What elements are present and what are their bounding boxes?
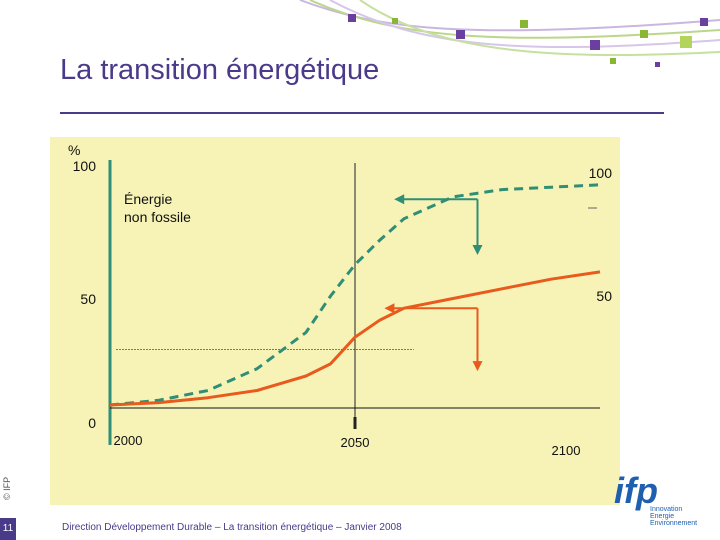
arrow-down-head <box>472 361 483 372</box>
chart-background <box>50 137 620 505</box>
arrow-down-head <box>472 244 483 255</box>
y-axis-unit-label: % <box>68 142 80 158</box>
page-number: 11 <box>0 518 16 540</box>
y-tick-label-right: 50 <box>596 288 612 304</box>
annotation-energy-label: non fossile <box>124 209 191 225</box>
y-tick-label-left: 0 <box>88 415 96 431</box>
decorative-header-banner <box>299 0 720 67</box>
x-tick-label: 2100 <box>552 443 581 458</box>
copyright-text: © IFP <box>2 476 12 500</box>
logo-tagline-line: Environnement <box>650 520 698 527</box>
title-underline <box>60 112 664 114</box>
x-tick-label: 2000 <box>114 433 143 448</box>
y-tick-label-right: 100 <box>589 165 613 181</box>
arrow-left-head <box>394 194 405 205</box>
x-tick-marker <box>353 417 357 429</box>
arrow-left-head <box>384 303 395 314</box>
annotation-energy-label: Énergie <box>124 191 172 207</box>
logo-tagline-line: Innovation <box>650 506 683 513</box>
y-tick-label-left: 100 <box>73 158 97 174</box>
ifp-logo-text: ifp <box>614 470 658 511</box>
y-tick-label-left: 50 <box>80 291 96 307</box>
ifp-logo: ifp Innovation Energie Environnement <box>614 470 714 530</box>
solid-series-line <box>109 270 601 407</box>
page-title: La transition énergétique <box>60 54 380 86</box>
ifp-logo-tagline: Innovation Energie Environnement <box>650 506 697 527</box>
logo-tagline-line: Energie <box>650 513 675 520</box>
dashed-series-line <box>109 183 601 407</box>
x-tick-label: 2050 <box>341 435 370 450</box>
footer-text: Direction Développement Durable – La tra… <box>62 522 402 533</box>
